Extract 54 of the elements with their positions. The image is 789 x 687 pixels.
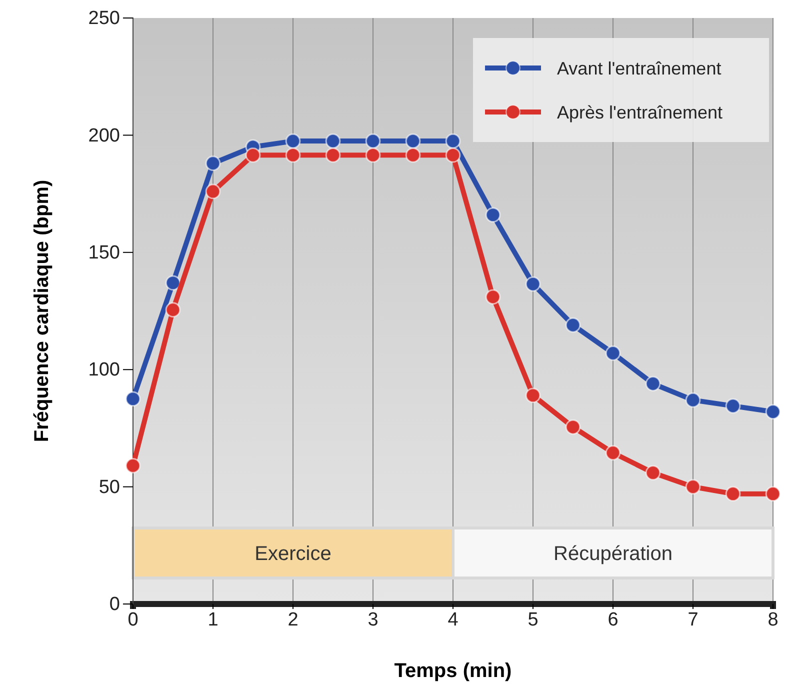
point	[765, 486, 781, 502]
x-tick-label: 0	[128, 609, 138, 630]
point	[525, 388, 541, 404]
x-axis-title: Temps (min)	[394, 660, 512, 682]
y-axis-title: Fréquence cardiaque (bpm)	[31, 180, 53, 442]
point	[285, 147, 301, 163]
point	[525, 276, 541, 292]
point	[285, 133, 301, 149]
point	[445, 133, 461, 149]
x-tick-label: 3	[368, 609, 378, 630]
x-tick-label: 8	[768, 609, 778, 630]
band-label: Exercice	[254, 543, 332, 565]
point	[245, 147, 261, 163]
x-tick-label: 5	[528, 609, 538, 630]
point	[365, 147, 381, 163]
x-tick-label: 4	[448, 609, 459, 630]
band-label: Récupération	[554, 543, 672, 565]
point	[445, 147, 461, 163]
point	[485, 207, 501, 223]
point	[165, 275, 181, 291]
point	[645, 465, 661, 480]
point	[125, 391, 141, 407]
point	[125, 458, 141, 474]
y-tick-label: 0	[109, 594, 120, 616]
point	[725, 398, 741, 414]
y-tick-label: 150	[88, 242, 120, 264]
y-tick-label: 200	[88, 125, 120, 146]
point	[405, 133, 421, 149]
x-tick-label: 6	[608, 609, 618, 630]
point	[365, 133, 381, 149]
point	[205, 156, 221, 171]
legend-label: Après l'entraînement	[557, 102, 723, 122]
point	[685, 392, 701, 408]
point	[325, 147, 341, 163]
point	[565, 419, 581, 435]
x-tick-label: 7	[688, 609, 698, 630]
x-tick-label: 1	[208, 609, 218, 630]
point	[565, 317, 581, 333]
point	[765, 404, 781, 420]
point	[685, 479, 701, 494]
x-tick-label: 2	[288, 609, 298, 630]
point	[605, 346, 621, 361]
point	[485, 289, 501, 305]
point	[205, 184, 221, 200]
y-tick-label: 100	[88, 360, 120, 381]
point	[165, 302, 181, 318]
y-tick-label: 250	[88, 8, 120, 30]
legend-label: Avant l'entraînement	[557, 58, 722, 78]
point	[325, 133, 341, 149]
point	[725, 486, 741, 502]
point	[405, 147, 421, 163]
y-tick-label: 50	[98, 476, 120, 498]
point	[605, 445, 621, 460]
point	[645, 376, 661, 392]
